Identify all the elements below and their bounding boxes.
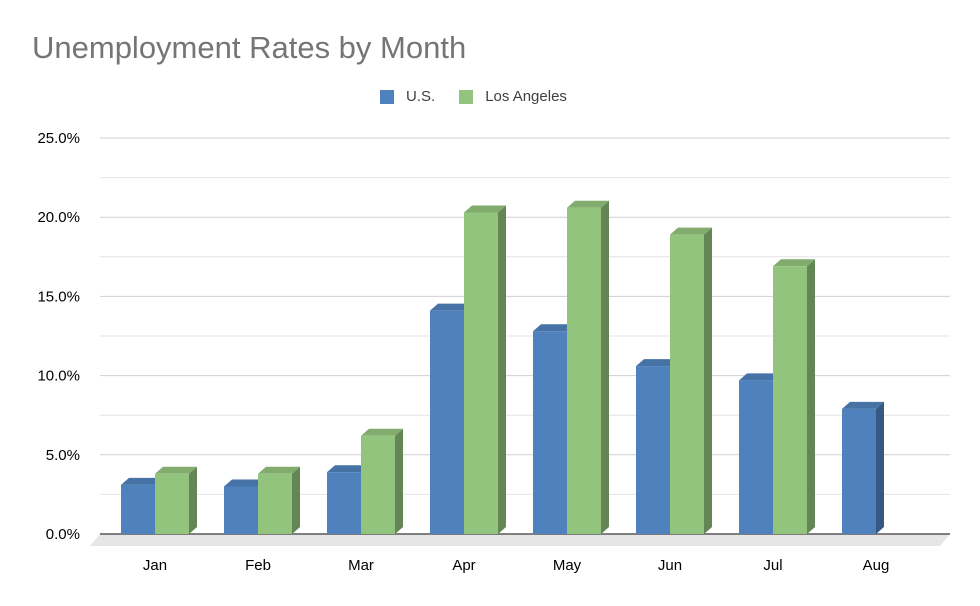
- bar-los-angeles-jan: [155, 466, 197, 534]
- bar-front: [258, 473, 292, 534]
- bar-side: [189, 466, 197, 534]
- chart-title: Unemployment Rates by Month: [32, 30, 467, 65]
- bar-front: [464, 212, 498, 534]
- x-tick-label: Aug: [863, 557, 890, 574]
- x-tick-label: Feb: [245, 557, 271, 574]
- y-tick-label: 10.0%: [37, 368, 80, 385]
- bar-top: [670, 227, 712, 235]
- bar-front: [224, 486, 258, 534]
- bar-front: [773, 266, 807, 534]
- bar-side: [292, 466, 300, 534]
- legend-swatch-us: [380, 89, 394, 104]
- bar-los-angeles-feb: [258, 466, 300, 534]
- bar-top: [773, 259, 815, 267]
- bar-front: [155, 473, 189, 534]
- bar-los-angeles-jun: [670, 227, 712, 534]
- y-tick-label: 25.0%: [37, 130, 80, 147]
- x-tick-label: Jul: [763, 557, 782, 574]
- bar-front: [670, 234, 704, 534]
- bar-los-angeles-apr: [464, 205, 506, 534]
- chart-legend: U.S. Los Angeles: [380, 88, 567, 105]
- bar-top: [464, 205, 506, 213]
- bar-front: [121, 484, 155, 534]
- legend-label-los-angeles: Los Angeles: [485, 88, 567, 105]
- bar-top: [361, 428, 403, 436]
- bar-los-angeles-jul: [773, 259, 815, 534]
- bar-top: [155, 466, 197, 474]
- bar-top: [533, 324, 575, 332]
- bar-side: [807, 259, 815, 534]
- x-tick-label: Jun: [658, 557, 682, 574]
- legend-entry-us: U.S.: [380, 88, 435, 105]
- bar-top: [224, 479, 266, 487]
- legend-swatch-los-angeles: [459, 89, 474, 104]
- bar-los-angeles-mar: [361, 428, 403, 534]
- bar-front: [567, 207, 601, 535]
- bar-side: [704, 227, 712, 534]
- x-tick-label: Jan: [143, 557, 167, 574]
- bar-front: [327, 472, 361, 534]
- bar-top: [121, 477, 163, 485]
- bar-front: [533, 331, 567, 534]
- legend-entry-los-angeles: Los Angeles: [459, 88, 567, 105]
- bar-top: [842, 401, 884, 409]
- bar-front: [361, 435, 395, 534]
- bar-front: [739, 380, 773, 534]
- bar-front: [430, 310, 464, 534]
- bar-los-angeles-may: [567, 200, 609, 535]
- y-tick-label: 20.0%: [37, 209, 80, 226]
- bar-top: [430, 303, 472, 311]
- bar-top: [327, 465, 369, 473]
- bar-side: [498, 205, 506, 534]
- y-tick-label: 15.0%: [37, 288, 80, 305]
- y-tick-label: 0.0%: [46, 526, 80, 543]
- bar-front: [636, 366, 670, 534]
- x-tick-label: May: [553, 557, 582, 574]
- bar-side: [395, 428, 403, 534]
- bar-side: [876, 401, 884, 534]
- bar-top: [636, 359, 678, 367]
- x-tick-label: Mar: [348, 557, 374, 574]
- legend-label-us: U.S.: [406, 88, 436, 105]
- bar-top: [258, 466, 300, 474]
- bar-front: [842, 408, 876, 534]
- bar-top: [739, 373, 781, 381]
- bar-top: [567, 200, 609, 208]
- y-tick-label: 5.0%: [46, 447, 80, 464]
- bar-u-s-aug: [842, 401, 884, 534]
- x-tick-label: Apr: [452, 557, 475, 574]
- chart-floor: [90, 534, 950, 546]
- bar-side: [601, 200, 609, 535]
